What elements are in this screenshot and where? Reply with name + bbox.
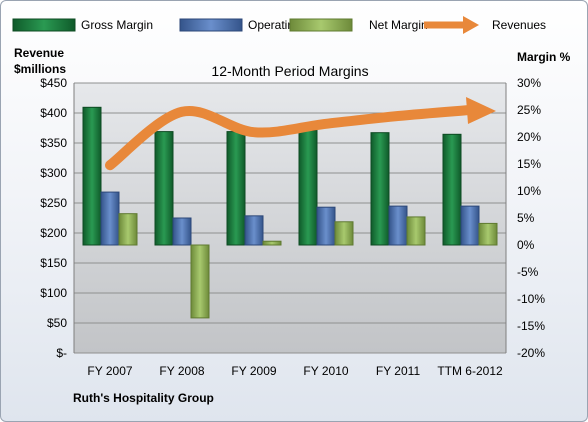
left-tick-label: $150 (40, 256, 67, 270)
legend: Gross Margin Operating Margin Net Margin… (12, 16, 546, 34)
category-label: FY 2009 (231, 364, 276, 378)
right-tick-label: 25% (517, 103, 541, 117)
category-label: FY 2010 (303, 364, 348, 378)
right-tick-labels: 30% 25% 20% 15% 10% 5% 0% -5% -10% -15% -20% (517, 76, 545, 360)
left-tick-label: $400 (40, 106, 67, 120)
revenue-point (253, 131, 255, 133)
legend-label-net-margin: Net Margin (369, 18, 428, 32)
company-name: Ruth's Hospitality Group (73, 391, 214, 405)
bar-gross-margin (442, 133, 462, 246)
right-tick-label: -15% (517, 319, 545, 333)
left-tick-labels: $450 $400 $350 $300 $250 $200 $150 $100 $50 $- (40, 76, 67, 360)
legend-swatch-net-margin (289, 18, 353, 32)
legend-swatch-revenues (424, 16, 479, 34)
bar-operating-margin (244, 215, 264, 246)
legend-label-revenues: Revenues (492, 18, 546, 32)
bar-operating-margin (316, 206, 336, 246)
right-tick-label: 30% (517, 76, 541, 90)
left-tick-label: $50 (47, 316, 67, 330)
right-tick-label: -10% (517, 292, 545, 306)
right-tick-label: 15% (517, 157, 541, 171)
revenue-line-group (105, 97, 496, 171)
legend-label-gross-margin: Gross Margin (81, 18, 153, 32)
revenue-point (397, 115, 399, 117)
bar-operating-margin (100, 191, 120, 246)
bar-operating-margin (388, 205, 408, 246)
left-tick-label: $200 (40, 226, 67, 240)
left-tick-label: $- (56, 346, 67, 360)
bar-operating-margin (172, 217, 192, 246)
category-label: FY 2008 (159, 364, 204, 378)
category-label: TTM 6-2012 (437, 364, 503, 378)
revenue-point (109, 164, 111, 166)
right-tick-label: 20% (517, 130, 541, 144)
left-tick-label: $350 (40, 136, 67, 150)
legend-swatch-operating-margin (179, 18, 243, 32)
chart-title: 12-Month Period Margins (211, 63, 368, 79)
revenue-arrowhead (466, 97, 496, 124)
bar-net-margin (406, 216, 426, 246)
left-tick-label: $450 (40, 76, 67, 90)
bar-net-margin (334, 221, 354, 246)
bar-gross-margin (154, 131, 174, 246)
right-tick-label: -5% (517, 265, 539, 279)
revenue-point (181, 111, 183, 113)
bar-net-margin (478, 222, 498, 246)
left-tick-label: $250 (40, 196, 67, 210)
left-axis-label-line1: Revenue (14, 46, 64, 60)
left-tick-label: $300 (40, 166, 67, 180)
bars (82, 106, 498, 319)
bar-gross-margin (226, 131, 246, 246)
bar-gross-margin (298, 130, 318, 246)
left-tick-label: $100 (40, 286, 67, 300)
plot-area (74, 83, 506, 353)
bar-net-margin (262, 240, 282, 246)
right-tick-label: 5% (517, 211, 535, 225)
right-tick-label: -20% (517, 346, 545, 360)
bar-net-margin (190, 244, 210, 319)
category-labels: FY 2007 FY 2008 FY 2009 FY 2010 FY 2011 TTM 6… (87, 364, 503, 378)
category-label: FY 2007 (87, 364, 132, 378)
bar-net-margin (118, 213, 138, 246)
bar-operating-margin (460, 205, 480, 246)
revenue-point (325, 123, 327, 125)
bar-gross-margin (82, 106, 102, 246)
right-tick-label: 0% (517, 238, 535, 252)
left-axis-label-line2: $millions (14, 62, 66, 76)
legend-swatch-gross-margin (12, 18, 76, 32)
revenue-line (105, 105, 475, 171)
revenue-point (469, 109, 471, 111)
category-label: FY 2011 (376, 364, 421, 378)
bar-gross-margin (370, 132, 390, 246)
right-axis-label: Margin % (517, 50, 571, 64)
right-tick-label: 10% (517, 184, 541, 198)
